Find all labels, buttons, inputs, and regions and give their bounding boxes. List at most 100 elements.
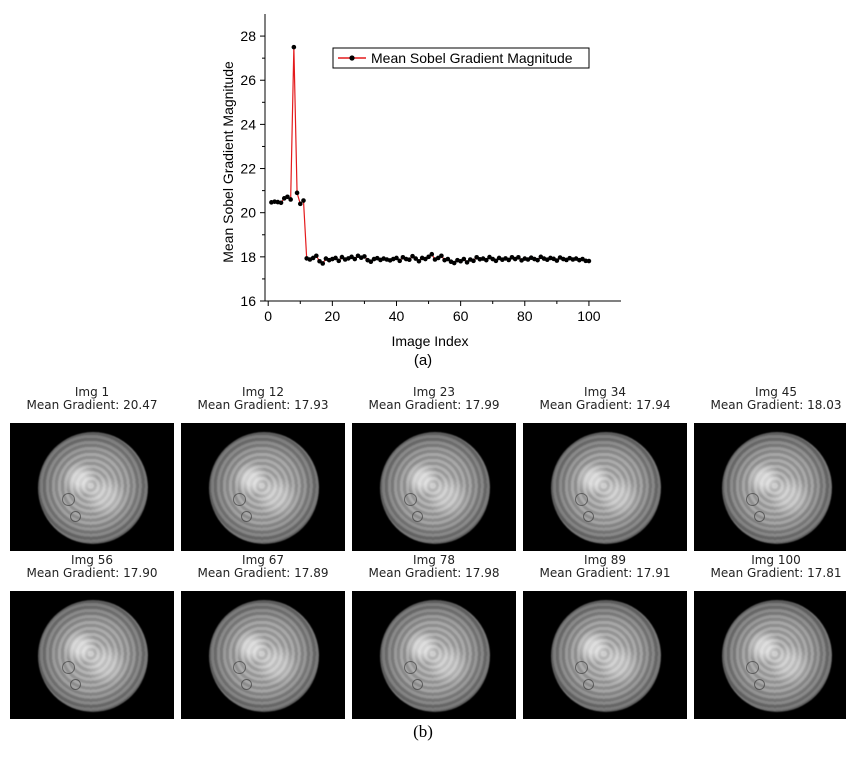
legend-label: Mean Sobel Gradient Magnitude xyxy=(371,50,573,66)
data-point xyxy=(554,258,560,263)
chart-axes xyxy=(264,14,621,302)
ring-artifact xyxy=(583,679,594,690)
bright-disc xyxy=(722,432,832,544)
bright-disc xyxy=(209,432,319,544)
series-line xyxy=(271,47,589,265)
data-point xyxy=(333,255,338,261)
ring-artifact xyxy=(746,661,759,674)
speckle-image xyxy=(10,591,174,719)
speckle-image xyxy=(352,591,516,719)
image-gradient-caption: Mean Gradient: 17.98 xyxy=(368,566,500,580)
data-point xyxy=(294,190,300,196)
bright-disc xyxy=(380,600,490,712)
data-point xyxy=(423,256,428,262)
data-point xyxy=(483,257,489,263)
data-point xyxy=(516,254,521,260)
data-point xyxy=(461,256,467,262)
data-point xyxy=(429,251,435,257)
legend-box xyxy=(332,47,590,69)
x-tick-label: 100 xyxy=(577,308,601,324)
speckle-image xyxy=(523,423,687,551)
ring-artifact xyxy=(404,661,417,674)
ring-artifact xyxy=(746,493,759,506)
subplot-label-b: (b) xyxy=(413,722,433,741)
data-point xyxy=(362,254,367,259)
data-point xyxy=(297,201,303,207)
x-axis-label: Image Index xyxy=(391,333,468,349)
x-tick-label: 0 xyxy=(264,308,272,324)
data-point xyxy=(310,255,316,261)
data-point xyxy=(535,257,540,263)
ring-artifact xyxy=(233,661,246,674)
data-point xyxy=(445,256,451,262)
image-title: Img 34 xyxy=(584,385,626,399)
ring-artifact xyxy=(241,679,252,690)
image-title: Img 1 xyxy=(74,385,110,399)
ring-artifact xyxy=(241,511,252,522)
y-axis-label: Mean Sobel Gradient Magnitude xyxy=(220,61,236,263)
data-point xyxy=(586,258,592,264)
series-line-group xyxy=(271,47,589,265)
ring-artifact xyxy=(233,493,246,506)
image-title: Img 100 xyxy=(751,553,801,567)
data-point xyxy=(435,255,441,261)
data-point xyxy=(493,258,499,264)
image-title: Img 89 xyxy=(584,553,626,567)
image-tile: Img 1 Mean Gradient: 20.47 xyxy=(10,385,174,551)
speckle-image xyxy=(694,591,846,719)
image-tile: Img 89 Mean Gradient: 17.91 xyxy=(523,553,687,719)
chart-ticks: 0 20 40 60 80 100 16 18 20 22 24 26 28 xyxy=(240,28,600,324)
data-point xyxy=(413,256,419,261)
y-tick-label: 18 xyxy=(240,249,256,265)
image-gradient-caption: Mean Gradient: 17.89 xyxy=(197,566,329,580)
x-tick-label: 60 xyxy=(453,308,469,324)
image-title: Img 45 xyxy=(755,385,797,399)
image-gradient-caption: Mean Gradient: 18.03 xyxy=(710,398,842,412)
y-tick-label: 16 xyxy=(240,293,256,309)
bright-disc xyxy=(209,600,319,712)
image-title: Img 56 xyxy=(71,553,113,567)
x-tick-label: 40 xyxy=(389,308,405,324)
image-tile: Img 100 Mean Gradient: 17.81 xyxy=(694,553,846,719)
chart-legend: Mean Sobel Gradient Magnitude xyxy=(332,47,590,69)
data-point xyxy=(301,198,306,203)
data-point xyxy=(397,258,403,264)
data-point xyxy=(285,194,290,200)
bright-disc xyxy=(38,600,148,712)
image-gradient-caption: Mean Gradient: 17.91 xyxy=(539,566,671,580)
speckle-image xyxy=(181,423,345,551)
subplot-label-a: (a) xyxy=(413,352,433,369)
image-title: Img 78 xyxy=(413,553,455,567)
ring-artifact xyxy=(70,511,81,522)
data-point xyxy=(339,254,345,260)
data-point xyxy=(314,253,319,259)
data-point xyxy=(288,197,293,202)
ring-artifact xyxy=(70,679,81,690)
legend-marker-sample xyxy=(349,55,355,61)
data-point xyxy=(471,258,476,264)
data-point xyxy=(320,261,326,266)
image-tile: Img 78 Mean Gradient: 17.98 xyxy=(352,553,516,719)
ring-artifact xyxy=(412,679,423,690)
x-tick-label: 80 xyxy=(517,308,533,324)
data-point xyxy=(291,44,297,50)
ring-artifact xyxy=(583,511,594,522)
image-gradient-caption: Mean Gradient: 20.47 xyxy=(26,398,158,412)
data-point xyxy=(278,200,284,206)
y-tick-label: 28 xyxy=(240,28,256,44)
image-tile: Img 12 Mean Gradient: 17.93 xyxy=(181,385,345,551)
y-tick-label: 26 xyxy=(240,72,256,88)
ring-artifact xyxy=(62,661,75,674)
series-points-group xyxy=(269,44,592,266)
data-point xyxy=(410,253,415,259)
y-tick-label: 24 xyxy=(240,116,256,132)
image-tile: Img 56 Mean Gradient: 17.90 xyxy=(10,553,174,719)
speckle-image xyxy=(694,423,846,551)
x-tick-label: 20 xyxy=(325,308,341,324)
line-chart: 0 20 40 60 80 100 16 18 20 22 24 26 28 Image Index M… xyxy=(220,14,621,349)
image-tile: Img 23 Mean Gradient: 17.99 xyxy=(352,386,516,551)
image-title: Img 12 xyxy=(242,385,284,399)
ring-artifact xyxy=(575,661,588,674)
bright-disc xyxy=(722,600,832,712)
image-gradient-caption: Mean Gradient: 17.94 xyxy=(539,398,671,412)
